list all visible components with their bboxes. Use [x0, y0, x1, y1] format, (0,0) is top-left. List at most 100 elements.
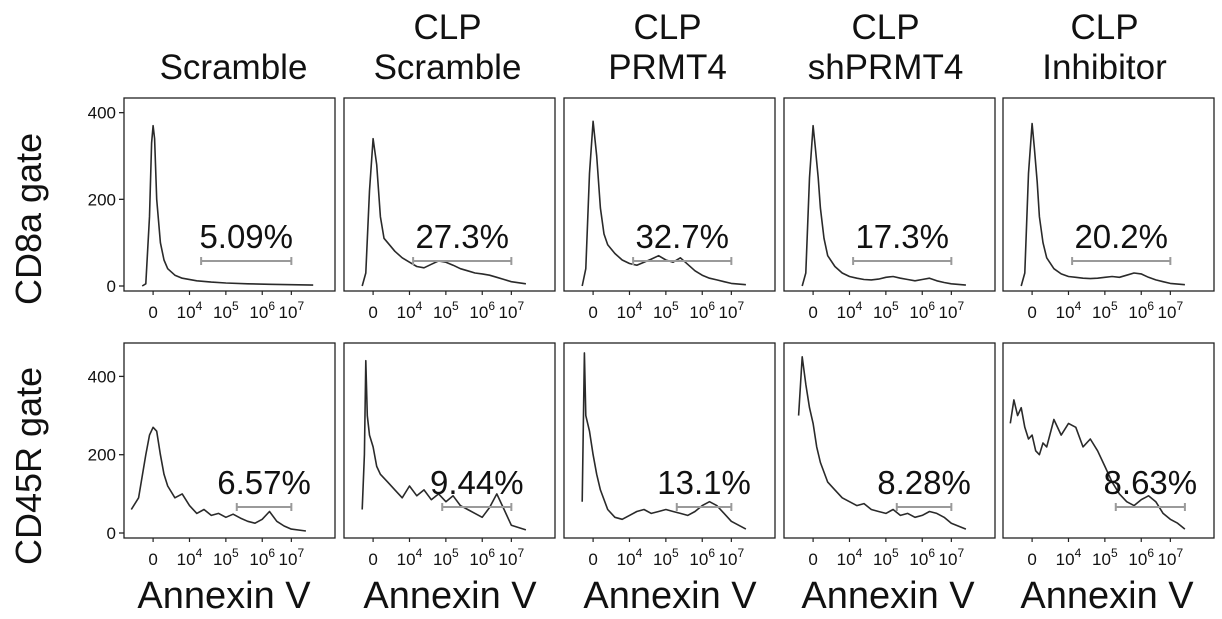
x-tick-label: 105 — [1092, 546, 1118, 569]
x-tick-label: 107 — [939, 299, 965, 322]
panel-frame — [563, 342, 776, 539]
panel-frame — [343, 97, 556, 292]
gate-percent-label: 9.44% — [430, 464, 524, 501]
histogram-trace — [130, 426, 307, 532]
x-axis-label-1: Annexin V — [137, 575, 311, 617]
column-title-line2: Inhibitor — [1042, 48, 1167, 87]
x-tick-label: 104 — [617, 299, 643, 322]
x-tick-label: 106 — [689, 299, 715, 322]
panel-frame — [783, 342, 996, 539]
x-tick-label: 0 — [808, 303, 817, 322]
histogram-trace — [581, 352, 747, 530]
histogram-trace — [361, 359, 527, 531]
panel-frame — [563, 97, 776, 292]
panel-frame — [123, 97, 336, 292]
y-tick-label: 200 — [88, 446, 116, 465]
x-tick-label: 105 — [433, 299, 459, 322]
x-axis-label-3: Annexin V — [583, 575, 757, 617]
gate-percent-label: 20.2% — [1074, 218, 1168, 255]
histogram-trace — [1020, 122, 1185, 287]
x-tick-label: 106 — [1128, 546, 1154, 569]
column-title-line1 — [126, 8, 341, 48]
gate-percent-label: 32.7% — [635, 218, 729, 255]
row-label-cd8a: CD8a gate — [8, 132, 49, 305]
x-tick-label: 105 — [873, 299, 899, 322]
x-tick-label: 0 — [148, 303, 157, 322]
histogram-panel-3: 0 104 105 106 107 32.7% — [563, 97, 776, 322]
x-tick-label: 104 — [837, 546, 863, 569]
y-tick-label: 200 — [88, 190, 116, 209]
x-tick-label: 0 — [1027, 303, 1036, 322]
y-tick-label: 0 — [107, 524, 116, 543]
x-tick-label: 106 — [249, 546, 275, 569]
column-title-1: Scramble — [126, 8, 341, 88]
histogram-trace — [361, 137, 527, 287]
x-tick-label: 104 — [397, 299, 423, 322]
panel-frame — [123, 342, 336, 539]
x-tick-label: 107 — [279, 299, 305, 322]
gate-percent-label: 8.63% — [1104, 464, 1198, 501]
x-tick-label: 105 — [653, 299, 679, 322]
x-axis-label-5: Annexin V — [1020, 575, 1194, 617]
x-tick-label: 105 — [1092, 299, 1118, 322]
column-title-3: CLP PRMT4 — [560, 8, 775, 88]
column-title-4: CLP shPRMT4 — [778, 8, 993, 88]
x-tick-label: 107 — [939, 546, 965, 569]
x-tick-label: 107 — [1158, 299, 1184, 322]
column-title-line1: CLP — [633, 8, 702, 47]
x-tick-label: 104 — [177, 546, 203, 569]
x-tick-label: 105 — [213, 546, 239, 569]
x-tick-label: 104 — [177, 299, 203, 322]
x-tick-label: 107 — [719, 299, 745, 322]
gate-percent-label: 13.1% — [657, 464, 751, 501]
gate-percent-label: 6.57% — [217, 464, 311, 501]
histogram-panel-1: 0 200 400 0 104 105 106 107 5.09% — [88, 97, 336, 322]
column-title-5: CLP Inhibitor — [997, 8, 1212, 88]
x-tick-label: 0 — [368, 550, 377, 569]
x-tick-label: 107 — [279, 546, 305, 569]
y-tick-label: 400 — [88, 367, 116, 386]
x-tick-label: 107 — [719, 546, 745, 569]
column-title-line1: CLP — [1070, 8, 1139, 47]
histogram-panel-8: 0 104 105 106 107 13.1% — [563, 342, 776, 569]
histogram-panel-7: 0 104 105 106 107 9.44% — [343, 342, 556, 569]
x-tick-label: 107 — [1158, 546, 1184, 569]
panel-frame — [783, 97, 996, 292]
x-tick-label: 104 — [837, 299, 863, 322]
x-tick-label: 106 — [909, 299, 935, 322]
column-title-line2: PRMT4 — [608, 48, 727, 87]
x-tick-label: 106 — [469, 299, 495, 322]
gate-percent-label: 17.3% — [855, 218, 949, 255]
y-tick-label: 0 — [107, 277, 116, 296]
histogram-trace — [797, 355, 967, 530]
column-title-line1: CLP — [851, 8, 920, 47]
histogram-trace — [1009, 399, 1186, 530]
x-tick-label: 105 — [873, 546, 899, 569]
x-tick-label: 105 — [433, 546, 459, 569]
x-tick-label: 104 — [1056, 546, 1082, 569]
column-title-2: CLP Scramble — [340, 8, 555, 88]
x-tick-label: 107 — [499, 546, 525, 569]
x-tick-label: 104 — [617, 546, 643, 569]
column-title-line2: shPRMT4 — [807, 48, 964, 87]
histogram-panel-9: 0 104 105 106 107 8.28% — [783, 342, 996, 569]
x-axis-label-4: Annexin V — [801, 575, 975, 617]
x-tick-label: 106 — [689, 546, 715, 569]
histogram-panel-10: 0 104 105 106 107 8.63% — [1002, 342, 1215, 569]
histogram-panel-2: 0 104 105 106 107 27.3% — [343, 97, 556, 322]
histogram-trace — [141, 124, 314, 287]
x-tick-label: 0 — [588, 550, 597, 569]
column-title-line2: Scramble — [373, 48, 522, 87]
x-tick-label: 106 — [1128, 299, 1154, 322]
x-tick-label: 107 — [499, 299, 525, 322]
row-label-cd45r: CD45R gate — [8, 366, 49, 565]
histogram-trace — [801, 124, 966, 287]
x-tick-label: 106 — [469, 546, 495, 569]
x-tick-label: 106 — [249, 299, 275, 322]
x-tick-label: 0 — [148, 550, 157, 569]
x-tick-label: 0 — [588, 303, 597, 322]
x-tick-label: 0 — [368, 303, 377, 322]
x-axis-label-2: Annexin V — [363, 575, 537, 617]
